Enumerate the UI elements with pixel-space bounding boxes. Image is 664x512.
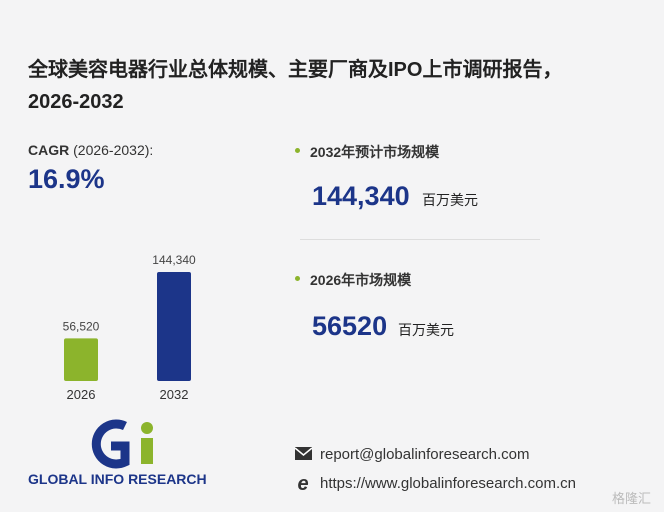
logo-i (141, 438, 153, 464)
cagr-label: CAGR (28, 142, 70, 158)
logo-g (91, 419, 130, 469)
value-label: 144,340 (152, 253, 196, 267)
website: https://www.globalinforesearch.com.cn (320, 475, 576, 492)
web-icon: e (297, 473, 308, 495)
bullet (295, 148, 300, 153)
logo-dot (141, 422, 153, 434)
stat-label: 2026年市场规模 (310, 272, 412, 288)
stat-unit: 百万美元 (398, 322, 454, 338)
title: 全球美容电器行业总体规模、主要厂商及IPO上市调研报告，2026-2032 (28, 59, 563, 113)
watermark: 格隆汇 (612, 491, 652, 506)
value-label: 56,520 (63, 319, 100, 333)
mail-flap (294, 447, 313, 456)
stat-value: 56520 (312, 311, 388, 341)
x-tick-label: 2026 (67, 387, 96, 402)
cagr-period: (2026-2032): (73, 142, 154, 158)
bullet (295, 276, 300, 281)
bar (157, 272, 191, 381)
x-tick-label: 2032 (160, 387, 189, 402)
contact-icons: e (294, 447, 313, 495)
mail-icon (295, 447, 312, 460)
divider (300, 239, 540, 240)
email: report@globalinforesearch.com (320, 446, 530, 463)
bar (64, 338, 98, 381)
logo-mark (91, 419, 153, 469)
stat-value: 144,340 (312, 181, 410, 211)
stat-label: 2032年预计市场规模 (310, 144, 440, 160)
cagr-value: 16.9% (28, 164, 105, 194)
cagr-line: CAGR (2026-2032): (28, 142, 153, 158)
bar-chart: 56,520 2026 144,340 2032 (63, 253, 196, 402)
stat-unit: 百万美元 (422, 192, 478, 208)
logo-text: GLOBAL INFO RESEARCH (28, 471, 207, 487)
